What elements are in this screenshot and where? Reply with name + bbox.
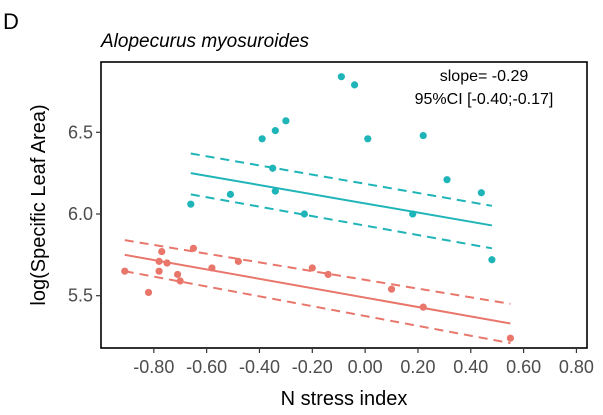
series-1 (121, 239, 515, 345)
data-point-1-9 (208, 264, 216, 272)
data-point-0-9 (350, 81, 359, 89)
data-point-1-11 (308, 264, 316, 272)
data-point-1-0 (121, 267, 129, 275)
plot-area (121, 73, 515, 345)
x-tick-label: 0.00 (348, 357, 383, 377)
data-point-0-8 (337, 73, 345, 81)
data-point-0-11 (409, 210, 417, 218)
data-point-1-2 (155, 257, 163, 265)
x-tick-label: -0.20 (292, 357, 333, 377)
data-point-0-14 (477, 189, 485, 197)
data-point-0-3 (271, 127, 279, 135)
x-tick-label: 0.20 (400, 357, 435, 377)
x-tick-label: 0.60 (506, 357, 541, 377)
fit-line-0 (190, 172, 493, 227)
chart-title: Alopecurus myosuroides (100, 31, 310, 52)
data-point-0-0 (187, 200, 195, 208)
data-point-1-12 (324, 270, 332, 279)
data-point-0-13 (443, 176, 451, 184)
y-tick-label: 6.5 (68, 122, 93, 142)
x-tick-label: -0.40 (239, 357, 280, 377)
data-point-0-10 (364, 135, 372, 143)
ci-upper-line-1 (124, 239, 511, 305)
data-point-1-13 (387, 285, 396, 293)
slope-annotation: slope= -0.29 (440, 68, 529, 85)
ci-lower-line-0 (190, 193, 493, 250)
data-point-1-5 (163, 259, 171, 267)
y-tick-label: 6.0 (68, 204, 93, 224)
ci-lower-line-1 (124, 270, 511, 345)
data-point-0-7 (300, 210, 308, 218)
fit-line-1 (124, 253, 511, 325)
data-point-1-3 (155, 267, 163, 275)
x-tick-label: -0.60 (186, 357, 227, 377)
plot-panel-border (100, 61, 588, 349)
x-tick-label: 0.40 (453, 357, 488, 377)
y-axis: 5.5 6.0 6.5 (68, 122, 101, 306)
y-tick-label: 5.5 (68, 286, 93, 306)
ci-annotation: 95%CI [-0.40;-0.17] (415, 91, 554, 108)
data-point-1-14 (419, 303, 427, 311)
ci-upper-line-0 (190, 152, 493, 207)
data-point-1-1 (144, 288, 153, 297)
data-point-1-4 (158, 247, 166, 256)
data-point-1-7 (176, 277, 184, 285)
x-tick-label: 0.80 (559, 357, 594, 377)
data-point-0-6 (271, 187, 279, 195)
y-axis-title: log(Specific Leaf Area) (28, 104, 50, 305)
data-point-1-6 (173, 270, 182, 279)
x-axis-title: N stress index (281, 388, 408, 410)
data-point-0-12 (419, 131, 427, 140)
data-point-0-4 (282, 117, 290, 125)
data-point-0-2 (258, 135, 266, 143)
x-tick-label: -0.80 (133, 357, 174, 377)
data-point-0-1 (226, 190, 235, 198)
series-0 (187, 73, 496, 264)
data-point-0-5 (269, 164, 277, 172)
x-axis: -0.80 -0.60 -0.40 -0.20 0.00 0.20 0.40 0.60 0.80 (133, 348, 594, 377)
panel-letter: D (3, 9, 19, 34)
data-point-1-8 (189, 244, 198, 252)
data-point-1-10 (234, 257, 242, 265)
data-point-1-15 (506, 334, 515, 342)
data-point-0-15 (488, 256, 496, 264)
